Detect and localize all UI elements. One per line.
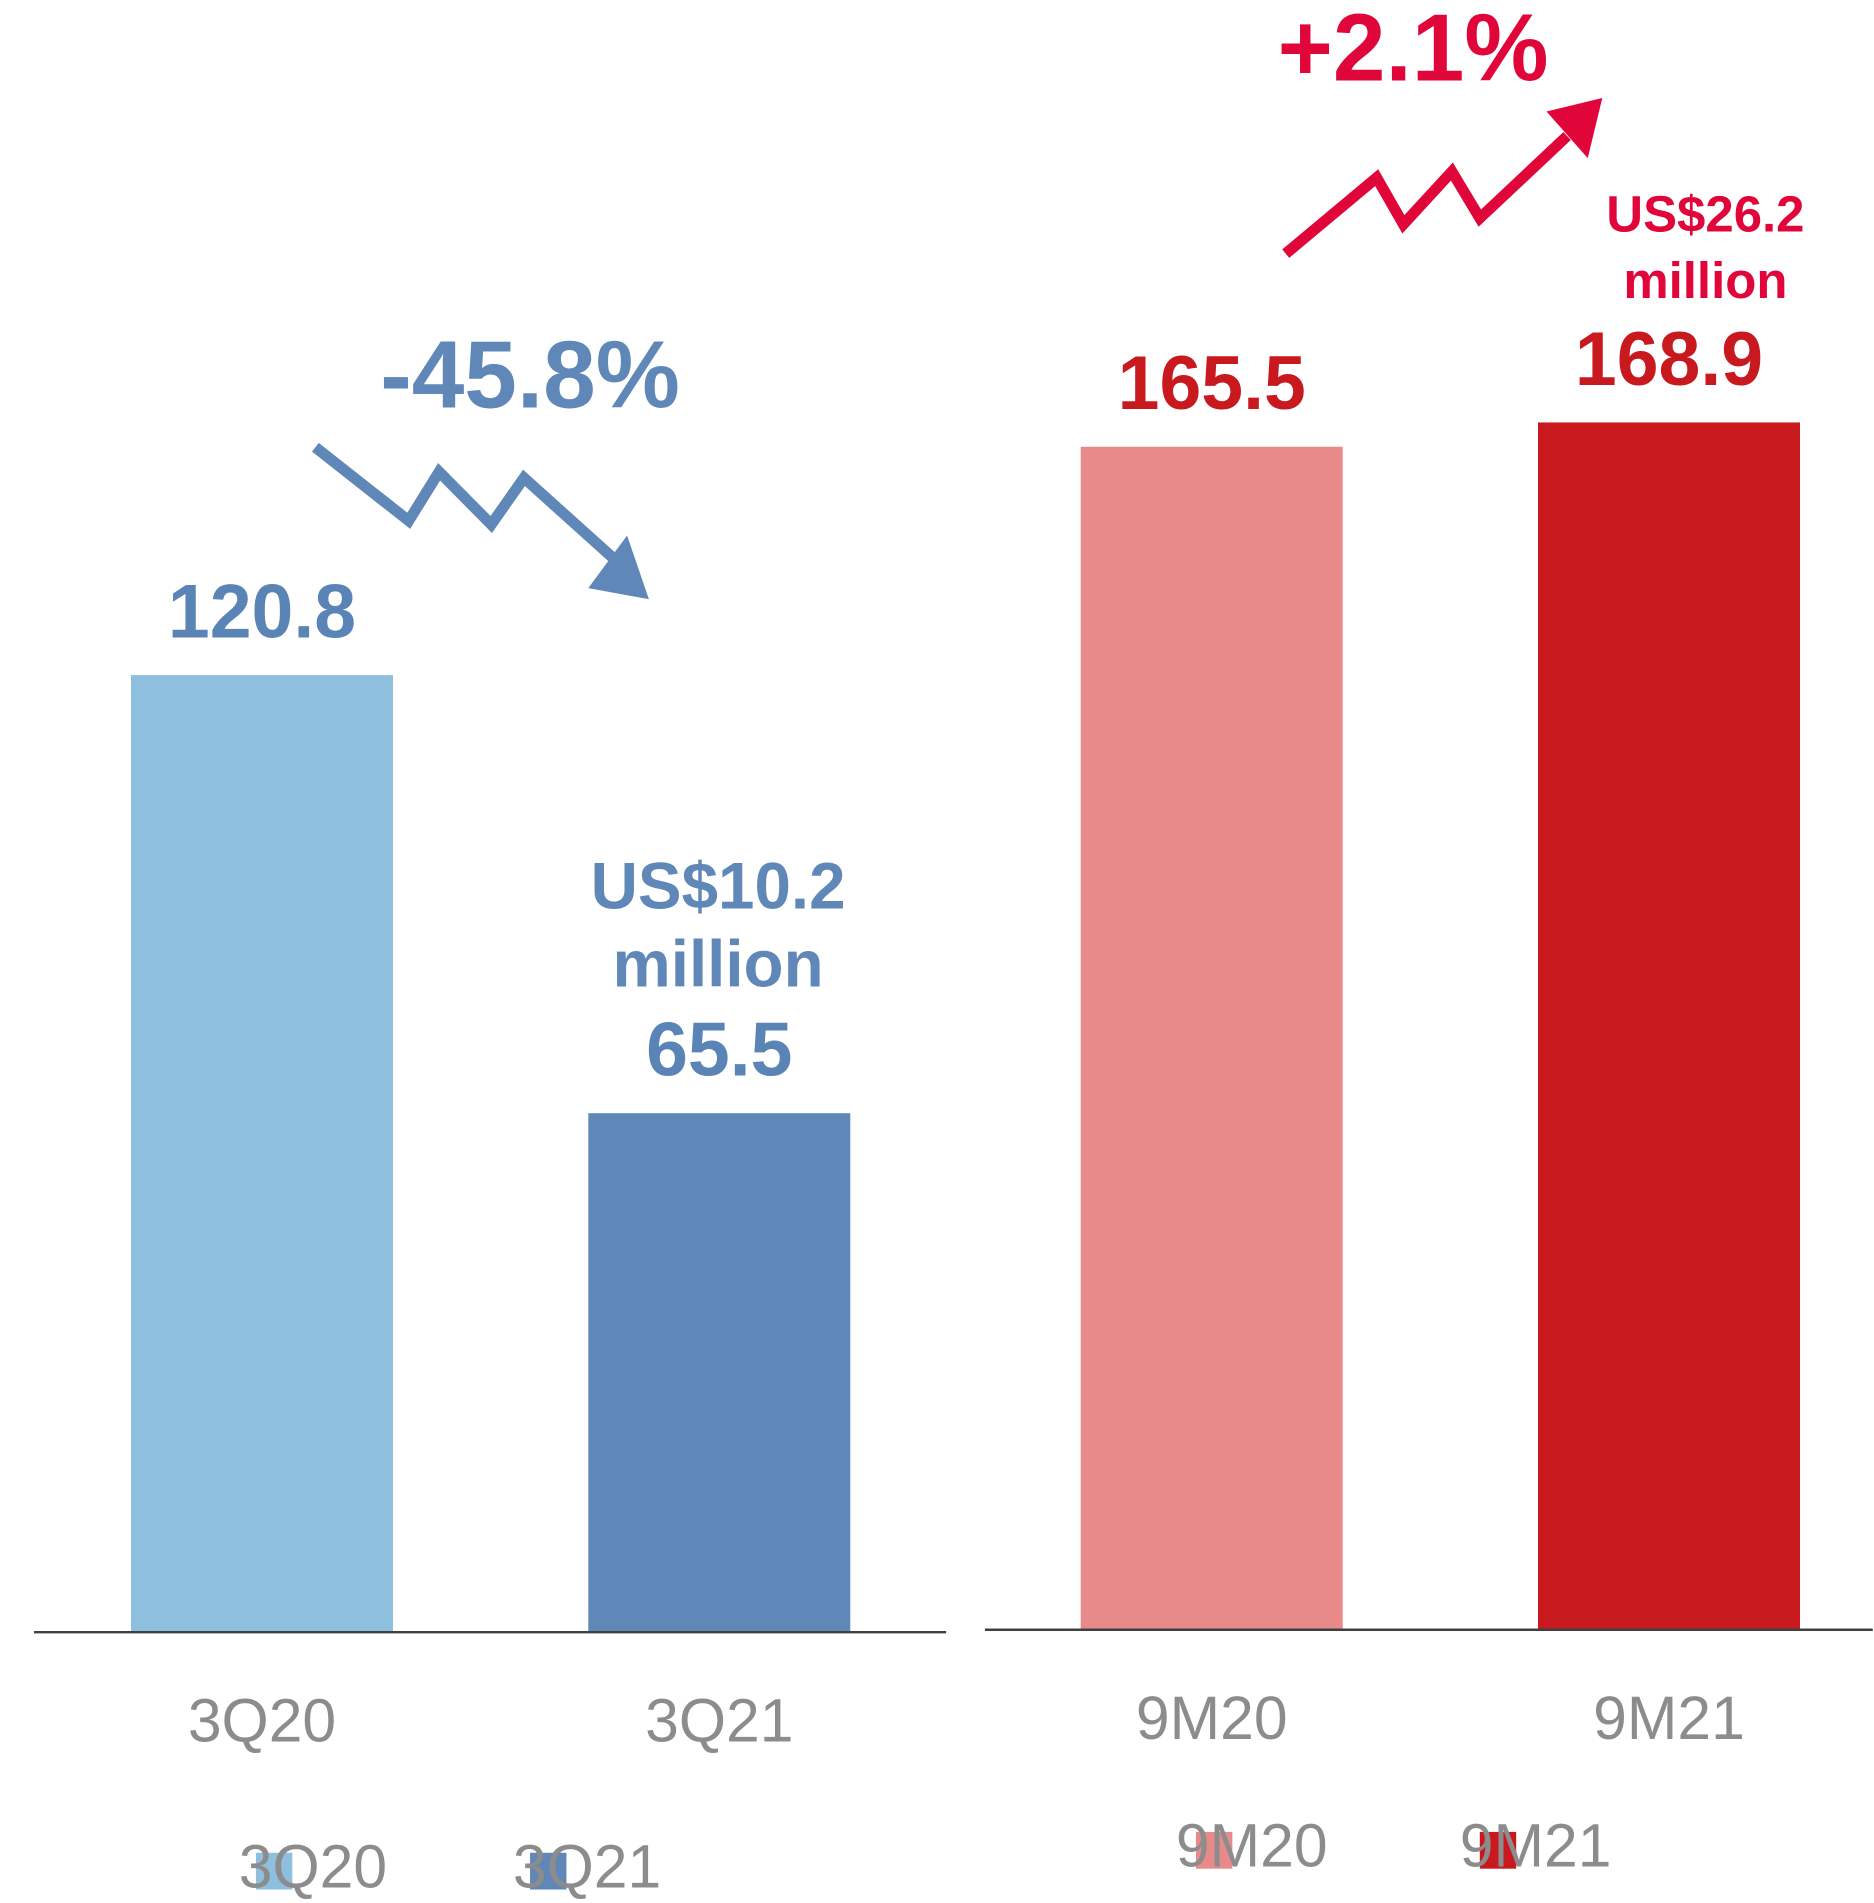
arrow-head	[1546, 98, 1603, 159]
value-label: 65.5	[646, 1008, 792, 1092]
legend-swatch	[255, 1852, 293, 1890]
arrow-line	[312, 442, 617, 562]
value-label: 168.9	[1575, 318, 1763, 402]
legend-label: 3Q20	[239, 1832, 387, 1900]
note: million	[613, 926, 824, 1000]
arrow-head	[588, 535, 649, 600]
legend-label: 3Q21	[513, 1832, 661, 1900]
bar	[588, 1113, 851, 1633]
note: US$10.2	[591, 848, 846, 922]
value-label: 165.5	[1118, 342, 1306, 426]
legend-swatch	[1195, 1831, 1233, 1869]
legend-swatch	[1479, 1831, 1517, 1869]
note: US$26.2	[1606, 185, 1804, 242]
left-arrow	[312, 442, 649, 600]
bar	[1538, 422, 1801, 1630]
x-tick-label: 3Q20	[188, 1686, 336, 1754]
x-tick-label: 9M20	[1136, 1684, 1288, 1752]
x-tick-label: 9M21	[1593, 1684, 1745, 1752]
note: million	[1623, 252, 1787, 309]
value-label: 120.8	[168, 570, 356, 654]
bar	[1080, 446, 1343, 1630]
change-label: -45.8%	[380, 322, 680, 429]
legend-label: 9M21	[1460, 1811, 1612, 1879]
change-label: +2.1%	[1278, 0, 1549, 102]
x-tick-label: 3Q21	[645, 1686, 793, 1754]
right-arrow	[1282, 98, 1603, 258]
arrow-line	[1282, 131, 1571, 258]
bar	[130, 675, 393, 1633]
legend-label: 9M20	[1176, 1811, 1328, 1879]
legend-swatch	[530, 1852, 567, 1890]
